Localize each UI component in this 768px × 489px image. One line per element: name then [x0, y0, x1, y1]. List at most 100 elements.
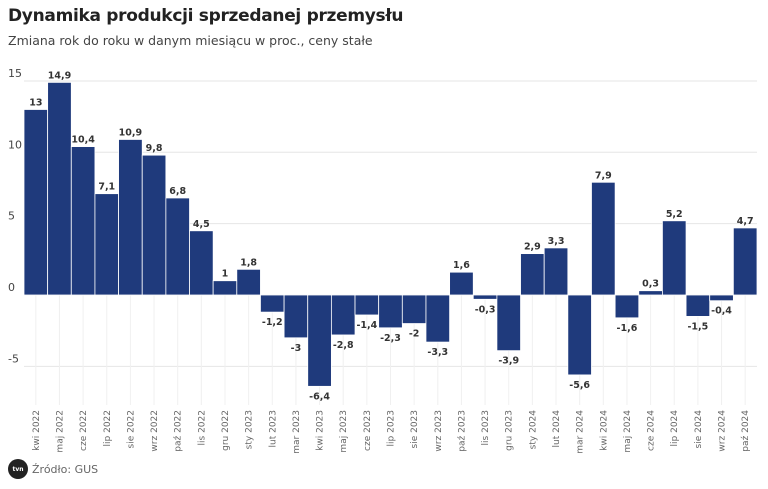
bar [567, 294, 592, 376]
bar [47, 81, 72, 296]
x-tick-label: lut 2023 [268, 410, 278, 448]
x-tick-label: paź 2024 [741, 410, 751, 452]
data-label: -5,6 [569, 380, 590, 391]
bar [23, 109, 49, 296]
bar [638, 290, 663, 296]
x-tick-label: mar 2023 [292, 410, 302, 454]
data-label: -2 [409, 329, 420, 340]
bar [591, 181, 616, 296]
x-tick-label: wrz 2022 [150, 410, 160, 452]
x-tick-label: lip 2023 [387, 410, 397, 446]
x-tick-label: cze 2023 [363, 410, 373, 451]
x-tick-label: sie 2024 [694, 410, 704, 449]
data-label: -2,8 [333, 340, 354, 351]
y-tick-label: -5 [8, 352, 19, 365]
x-tick-label: sie 2022 [126, 410, 136, 449]
x-tick-label: lis 2022 [197, 410, 207, 445]
bar [236, 268, 261, 296]
bar [662, 220, 687, 296]
data-label: 4,7 [737, 216, 754, 227]
x-tick-label: cze 2022 [79, 410, 89, 451]
bar [165, 197, 190, 296]
x-tick-label: sie 2023 [410, 410, 420, 449]
data-label: 5,2 [666, 209, 683, 220]
x-tick-label: lip 2024 [670, 410, 680, 447]
bar [543, 247, 569, 296]
x-tick-label: maj 2023 [339, 410, 349, 453]
bar [685, 294, 711, 317]
bar [401, 294, 427, 324]
bar [354, 294, 380, 316]
data-label: 13 [29, 97, 42, 108]
footer: tvn Źródło: GUS [8, 459, 98, 479]
data-label: -0,4 [711, 306, 732, 317]
bar [709, 294, 734, 302]
data-label: -3,3 [427, 347, 448, 358]
data-label: 9,8 [146, 143, 163, 154]
data-label: -1,6 [617, 323, 638, 334]
x-tick-label: kwi 2024 [599, 410, 609, 451]
bar [496, 294, 521, 352]
bar [378, 294, 403, 329]
data-label: 7,1 [98, 182, 115, 193]
bar [94, 193, 119, 296]
data-label: 1 [222, 269, 229, 280]
x-tick-label: maj 2022 [55, 410, 65, 453]
data-label: 14,9 [48, 70, 71, 81]
chart-subtitle: Zmiana rok do roku w danym miesiącu w pr… [8, 33, 373, 48]
bar [189, 230, 214, 296]
data-label: -2,3 [380, 333, 401, 344]
data-label: -1,5 [687, 321, 708, 332]
data-label: -0,3 [475, 304, 496, 315]
x-tick-label: paź 2022 [174, 410, 184, 452]
x-tick-label: kwi 2022 [32, 410, 42, 451]
bar [520, 253, 545, 296]
x-tick-label: cze 2024 [647, 410, 657, 451]
source-text: Źródło: GUS [32, 462, 99, 476]
bar [614, 294, 640, 319]
x-tick-label: lip 2022 [103, 410, 113, 446]
x-tick-label: lut 2024 [552, 410, 562, 448]
x-tick-label: gru 2023 [505, 410, 515, 451]
x-tick-label: wrz 2023 [434, 410, 444, 452]
x-tick-label: mar 2024 [576, 410, 586, 454]
bar [212, 280, 238, 296]
bar [425, 294, 451, 343]
y-tick-label: 15 [8, 67, 22, 80]
data-label: 6,8 [169, 186, 186, 197]
data-label: 7,9 [595, 170, 612, 181]
data-label: 2,9 [524, 242, 541, 253]
bar [70, 146, 96, 296]
x-tick-label: maj 2024 [623, 410, 633, 453]
bar [307, 294, 332, 387]
data-label: 10,9 [119, 127, 142, 138]
data-label: 3,3 [548, 236, 565, 247]
data-label: -3 [291, 343, 302, 354]
data-label: -1,4 [356, 320, 377, 331]
bar [449, 271, 474, 296]
x-tick-label: paź 2023 [457, 410, 467, 452]
data-label: -6,4 [309, 391, 330, 402]
data-label: 1,8 [240, 257, 257, 268]
bar [732, 227, 758, 296]
x-tick-label: wrz 2024 [718, 410, 728, 452]
x-tick-label: kwi 2023 [316, 410, 326, 451]
data-label: 10,4 [71, 135, 95, 146]
data-label: 4,5 [193, 219, 210, 230]
bar [472, 294, 498, 300]
x-tick-label: gru 2022 [221, 410, 231, 451]
y-tick-label: 10 [8, 138, 22, 151]
data-label: 1,6 [453, 260, 470, 271]
data-label: -1,2 [262, 317, 283, 328]
bar [283, 294, 309, 339]
data-label: -3,9 [498, 356, 519, 367]
y-tick-label: 0 [8, 281, 15, 294]
data-label: 0,3 [642, 279, 659, 290]
bar [330, 294, 356, 336]
x-tick-label: sty 2024 [528, 410, 538, 450]
chart-title: Dynamika produkcji sprzedanej przemysłu [8, 6, 404, 26]
bar [118, 139, 143, 296]
x-tick-label: sty 2023 [245, 410, 255, 449]
bar [260, 294, 285, 313]
